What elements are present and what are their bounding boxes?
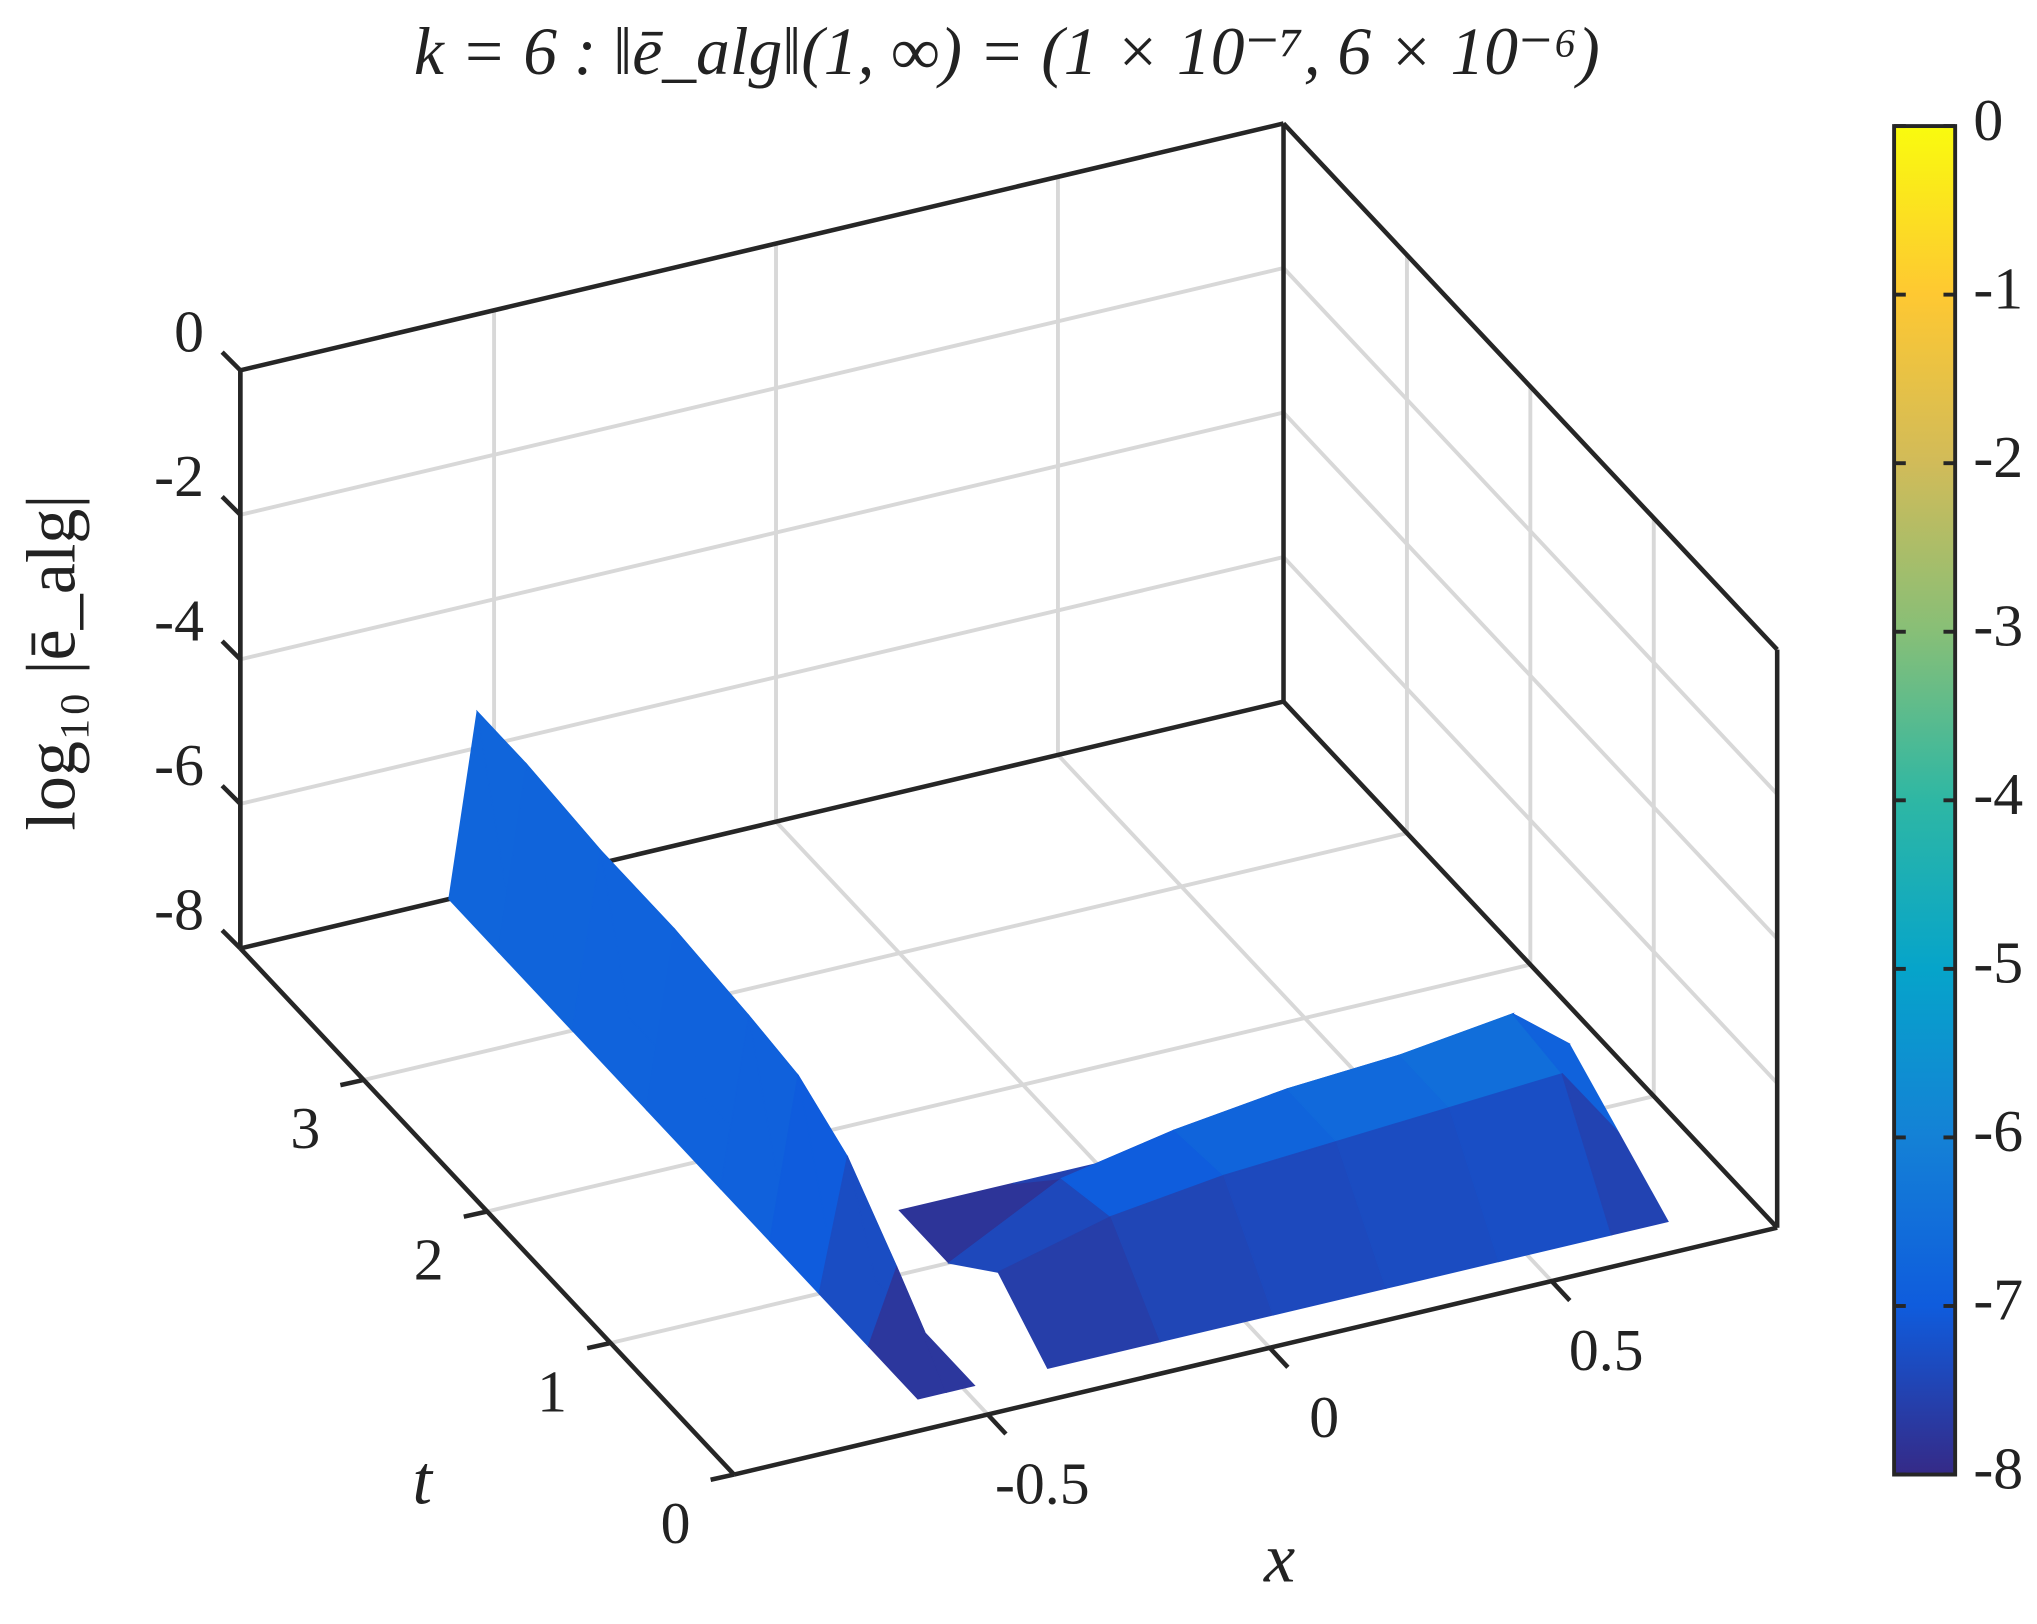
tick-mark xyxy=(220,784,242,806)
chart-title: k = 6 : ‖ē_alg‖(1, ∞) = (1 × 10⁻⁷, 6 × 1… xyxy=(414,14,1600,89)
x-tick-label: -0.5 xyxy=(995,1451,1090,1517)
tick-mark xyxy=(986,1412,1008,1436)
colorbar-tick-label: -6 xyxy=(1973,1098,2023,1164)
x-axis-label: x xyxy=(1263,1520,1295,1598)
colorbar-tick-label: -8 xyxy=(1973,1435,2023,1501)
grid-line xyxy=(1282,555,1779,1085)
x-tick-label: 0 xyxy=(1309,1384,1339,1450)
z-tick-label: 0 xyxy=(174,299,204,365)
grid-line xyxy=(239,410,1284,662)
z-tick-label: -6 xyxy=(154,732,204,798)
tick-mark xyxy=(1268,1346,1290,1369)
y-tick-label: 3 xyxy=(290,1095,320,1161)
grid-line xyxy=(363,831,1408,1082)
axis-box xyxy=(239,699,1285,951)
surface-patch xyxy=(1561,1073,1669,1236)
y-tick-label: 0 xyxy=(661,1490,691,1556)
tick-mark xyxy=(220,495,242,517)
z-tick-label: -8 xyxy=(154,877,204,943)
tick-mark xyxy=(586,1340,612,1351)
colorbar-tick-label: -2 xyxy=(1973,424,2023,490)
axis-box xyxy=(1281,700,1779,1230)
axis-box xyxy=(1281,121,1779,652)
colorbar-tick-label: -4 xyxy=(1973,761,2023,827)
tick-mark xyxy=(1549,1279,1572,1303)
colorbar-tick-label: -5 xyxy=(1973,930,2023,996)
x-tick-label: 0.5 xyxy=(1569,1317,1644,1383)
grid-line xyxy=(1282,266,1779,796)
tick-mark xyxy=(220,639,242,661)
colorbar-tick-label: -7 xyxy=(1973,1267,2023,1333)
tick-mark xyxy=(220,350,242,372)
z-axis-label: log₁₀ |ē_alg| xyxy=(13,495,91,831)
y-tick-label: 1 xyxy=(537,1358,567,1424)
tick-mark xyxy=(220,928,242,951)
tick-mark xyxy=(339,1077,365,1088)
z-tick-label: -4 xyxy=(154,588,204,654)
axis-box xyxy=(239,121,1285,373)
colorbar-tick-label: 0 xyxy=(1973,87,2003,153)
grid-line xyxy=(1282,411,1779,940)
y-tick-label: 2 xyxy=(414,1227,444,1293)
tick-mark xyxy=(463,1209,488,1219)
grid-line xyxy=(239,555,1284,806)
colorbar-tick-label: -1 xyxy=(1973,255,2023,321)
y-axis-label: t xyxy=(412,1442,433,1520)
surface-patch xyxy=(896,1267,976,1393)
colorbar-tick-label: -3 xyxy=(1973,592,2023,658)
axis-box xyxy=(733,1225,1778,1477)
grid-line xyxy=(239,266,1284,517)
tick-mark xyxy=(710,1472,735,1482)
grid-line xyxy=(486,962,1531,1214)
z-tick-label: -2 xyxy=(154,443,204,509)
